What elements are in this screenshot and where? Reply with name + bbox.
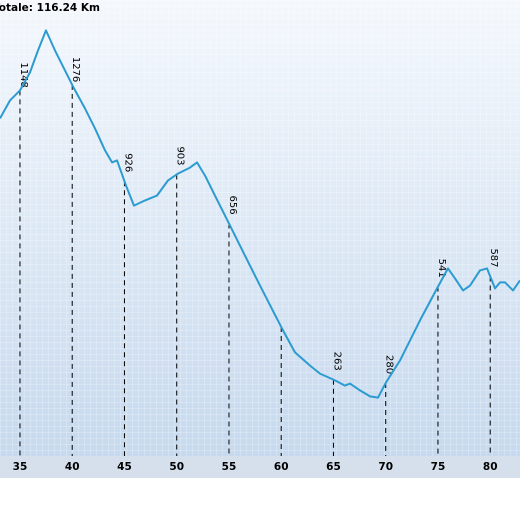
x-tick-label: 60 [274,461,289,473]
x-tick-label: 35 [13,461,28,473]
x-tick-label: 75 [431,461,446,473]
chart-title: Totale: 116.24 Km [0,2,100,14]
x-tick-label: 70 [378,461,393,473]
marker-label: 1148 [18,62,29,87]
marker-label: 903 [175,146,186,165]
marker-label: 1276 [70,57,81,82]
x-tick-label: 45 [117,461,132,473]
x-tick-label: 80 [483,461,498,473]
marker-label: 541 [436,259,447,278]
marker-label: 263 [331,352,342,371]
x-tick-label: 55 [222,461,237,473]
plot-texture [0,0,520,456]
x-tick-label: 40 [65,461,80,473]
elevation-line [0,29,520,399]
marker-label: 587 [488,248,499,267]
marker-label: 656 [227,196,238,215]
marker-label: 926 [122,153,133,172]
x-tick-label: 65 [326,461,341,473]
marker-label: 280 [384,355,395,374]
x-tick-label: 50 [169,461,184,473]
x-axis-band [0,456,520,478]
